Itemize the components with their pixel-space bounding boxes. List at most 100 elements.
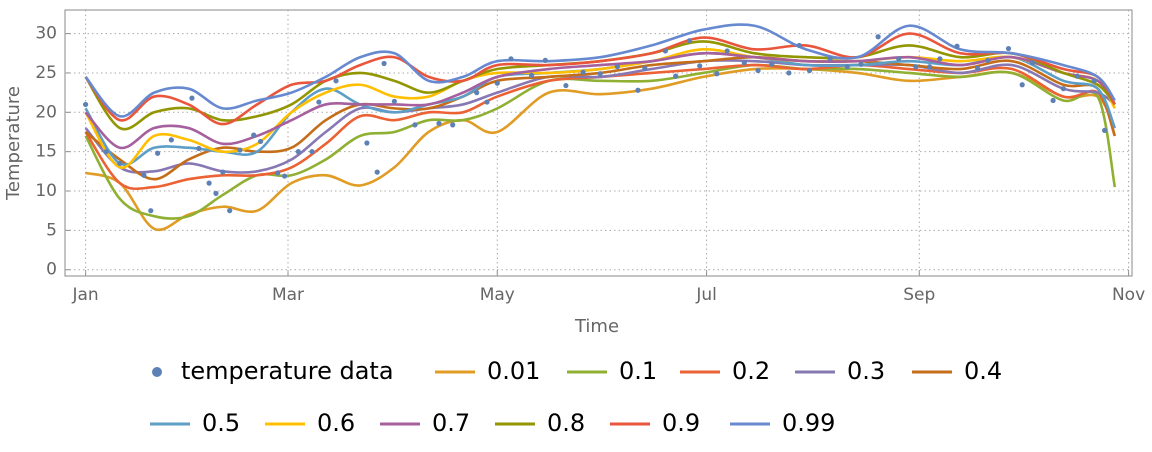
legend-label: 0.1 xyxy=(619,357,657,385)
data-point xyxy=(381,60,387,67)
data-point xyxy=(333,78,339,84)
data-point xyxy=(741,60,747,66)
data-point xyxy=(82,101,89,108)
data-point xyxy=(580,69,586,75)
legend-label: 0.7 xyxy=(432,409,470,437)
y-tick-label: 20 xyxy=(35,102,57,122)
quantile-line xyxy=(84,51,1116,150)
data-point xyxy=(614,64,620,70)
data-point xyxy=(724,48,730,54)
quantile-line xyxy=(84,40,1116,131)
x-tick-label: Nov xyxy=(1112,285,1145,305)
legend-marker xyxy=(152,367,162,377)
quantile-line xyxy=(84,55,1117,181)
data-point xyxy=(474,90,480,96)
data-point xyxy=(148,208,154,214)
data-point xyxy=(213,190,219,196)
data-point xyxy=(117,160,123,167)
data-point xyxy=(1019,82,1025,88)
data-point xyxy=(295,149,301,155)
data-point xyxy=(189,95,195,101)
y-tick-label: 10 xyxy=(35,181,57,201)
data-point xyxy=(786,70,792,76)
data-point xyxy=(1050,97,1056,104)
legend-label: 0.4 xyxy=(964,357,1002,385)
data-point xyxy=(196,145,202,152)
legend-label: 0.01 xyxy=(487,357,540,385)
data-point xyxy=(985,57,991,63)
legend-label: 0.3 xyxy=(847,357,885,385)
y-tick-label: 30 xyxy=(35,24,57,44)
data-point xyxy=(257,138,264,145)
data-point xyxy=(806,67,813,74)
data-point xyxy=(755,67,761,74)
x-tick-label: Jul xyxy=(695,285,717,305)
data-point xyxy=(875,34,881,40)
data-point xyxy=(1060,86,1066,92)
quantile-line xyxy=(84,63,1117,220)
data-point xyxy=(316,99,322,105)
data-point xyxy=(954,43,960,49)
data-point xyxy=(686,38,693,44)
quantile-line xyxy=(84,59,1116,174)
data-point xyxy=(494,80,500,86)
data-point xyxy=(450,122,456,128)
data-point xyxy=(896,56,902,62)
y-tick-label: 25 xyxy=(35,63,57,83)
data-point xyxy=(275,170,281,176)
data-point xyxy=(1005,45,1012,52)
data-point xyxy=(309,149,315,155)
data-point xyxy=(206,180,212,186)
data-point xyxy=(508,56,514,62)
data-point xyxy=(714,71,720,77)
data-point xyxy=(635,87,641,93)
data-point xyxy=(528,72,535,78)
data-point xyxy=(913,64,919,70)
data-point xyxy=(364,140,370,146)
data-point xyxy=(1101,127,1108,134)
legend-label: 0.99 xyxy=(782,409,835,437)
data-point xyxy=(1029,60,1036,66)
y-tick-label: 0 xyxy=(46,260,57,280)
data-point xyxy=(926,64,933,70)
data-point xyxy=(1091,78,1097,84)
x-tick-label: Sep xyxy=(903,285,935,305)
legend-label: 0.5 xyxy=(202,409,240,437)
data-point xyxy=(103,149,109,155)
legend-label: 0.8 xyxy=(547,409,585,437)
data-point xyxy=(844,64,850,70)
y-tick-label: 5 xyxy=(46,220,57,240)
data-point xyxy=(436,120,442,126)
plot-frame xyxy=(64,9,1133,277)
quantile-line xyxy=(84,63,1117,191)
legend-label: 0.6 xyxy=(317,409,355,437)
data-point xyxy=(937,56,943,62)
data-point xyxy=(227,208,233,214)
data-point xyxy=(597,71,603,77)
data-point xyxy=(796,42,802,49)
data-point xyxy=(141,172,147,178)
data-point xyxy=(542,57,548,63)
data-point xyxy=(975,65,981,71)
quantile-line xyxy=(84,23,1116,118)
quantile-line xyxy=(84,32,1116,126)
data-point xyxy=(563,82,569,89)
data-point xyxy=(673,73,679,79)
data-point xyxy=(251,132,257,138)
data-point xyxy=(697,63,703,69)
data-point xyxy=(827,56,833,62)
legend-label: 0.9 xyxy=(662,409,700,437)
data-point xyxy=(374,169,380,175)
data-point xyxy=(484,99,490,105)
x-tick-label: May xyxy=(480,285,515,305)
legend-label: temperature data xyxy=(181,357,394,385)
x-tick-label: Jan xyxy=(71,285,98,305)
y-axis-label: Temperature xyxy=(3,86,24,201)
data-point xyxy=(858,61,864,67)
legend-label: 0.2 xyxy=(732,357,770,385)
data-point xyxy=(237,147,243,153)
data-point xyxy=(281,173,288,179)
data-point xyxy=(220,169,226,175)
